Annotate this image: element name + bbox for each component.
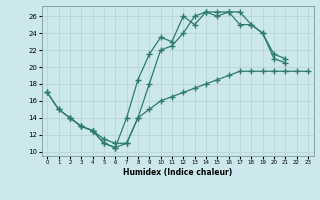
X-axis label: Humidex (Indice chaleur): Humidex (Indice chaleur)	[123, 168, 232, 177]
